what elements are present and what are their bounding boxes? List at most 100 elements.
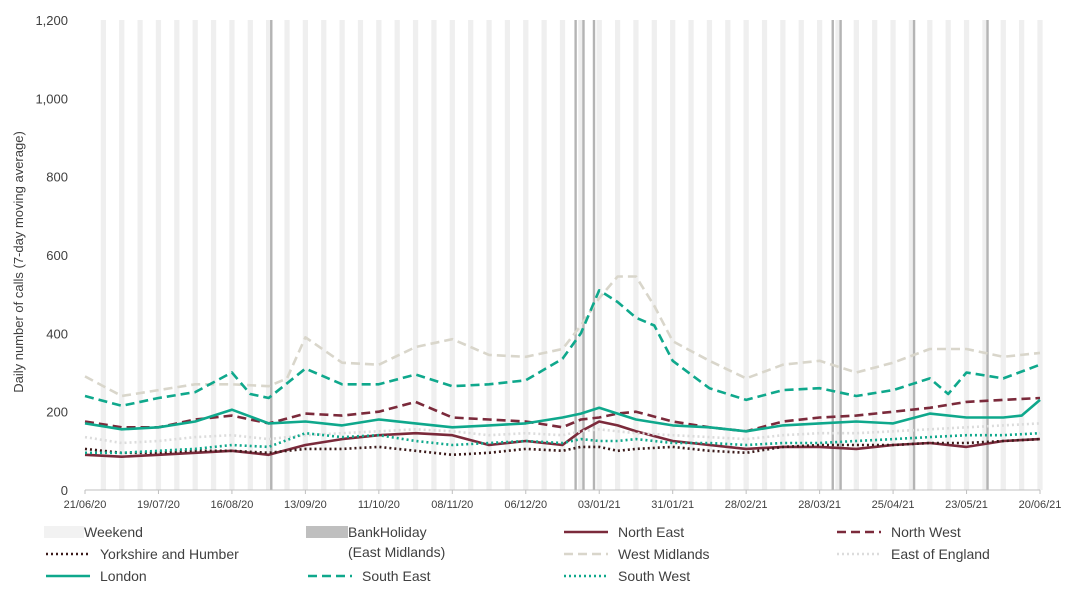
weekend-band [816, 20, 823, 490]
x-tick-label: 11/10/20 [358, 499, 400, 511]
weekend-band [449, 20, 455, 490]
weekend-band [688, 20, 694, 490]
x-tick-label: 31/01/21 [651, 499, 694, 511]
series-line-north-west [84, 396, 1041, 433]
legend-swatch [46, 574, 90, 578]
weekend-band [853, 20, 859, 490]
series-lines [84, 275, 1041, 459]
legend-swatch [564, 552, 608, 556]
legend-swatch [837, 552, 881, 556]
weekend-band [266, 20, 272, 490]
y-tick-label: 1,000 [35, 91, 68, 106]
weekend-band [1019, 20, 1025, 490]
weekend-band [798, 20, 804, 490]
weekend-band [890, 20, 896, 490]
x-tick-label: 21/06/20 [64, 499, 107, 511]
legend-label: North West [891, 524, 961, 540]
x-tick-label: 13/09/20 [284, 499, 327, 511]
legend-label: Yorkshire and Humber [100, 546, 239, 562]
weekend-band [559, 20, 566, 490]
weekend-band [927, 20, 933, 490]
legend: Weekend BankHoliday (East Midlands) Nort… [0, 518, 1072, 600]
legend-label: (East Midlands) [348, 544, 446, 560]
x-tick-label: 08/11/20 [431, 499, 473, 511]
legend-label: South East [362, 568, 431, 584]
bank-holiday-line [912, 20, 916, 490]
y-axis-label: Daily number of calls (7-day moving aver… [11, 131, 26, 393]
legend-label: BankHoliday [348, 524, 427, 540]
weekend-band [339, 20, 345, 490]
weekend-band [137, 20, 143, 490]
series-line-south-west [85, 431, 1041, 455]
weekend-band [651, 20, 657, 490]
weekend-band [670, 20, 676, 490]
axes: 0 200 400 600 800 1,000 1,200 21/06/20 19/07/20 1… [35, 13, 1061, 511]
weekend-band [908, 20, 915, 490]
weekend-band [376, 20, 382, 490]
weekend-band [633, 20, 639, 490]
weekend-bands [100, 20, 1043, 490]
weekend-band [835, 20, 841, 490]
legend-swatch [837, 530, 881, 534]
bank-holiday-line [582, 20, 585, 490]
series-line-south-east [84, 288, 1041, 408]
legend-swatch [46, 552, 90, 556]
bank-holiday-line [986, 20, 989, 490]
x-tick-label: 20/06/21 [1019, 499, 1062, 511]
weekend-band [431, 20, 437, 490]
weekend-band [1037, 20, 1043, 490]
legend-label: South West [618, 568, 691, 584]
weekend-band [394, 20, 400, 490]
legend-swatch-bank-holiday [306, 526, 348, 538]
weekend-band [614, 20, 621, 490]
series-line-west-midlands [84, 275, 1041, 398]
y-tick-label: 0 [61, 483, 68, 498]
weekend-band [578, 20, 584, 490]
bank-holiday-line [831, 20, 834, 490]
series-line-north-east [84, 420, 1041, 459]
legend-label: West Midlands [618, 546, 710, 562]
y-tick-label: 1,200 [35, 13, 68, 28]
weekend-band [357, 20, 364, 490]
weekend-band [963, 20, 970, 490]
legend-label: London [100, 568, 147, 584]
legend-label: Weekend [84, 524, 143, 540]
weekend-band [982, 20, 988, 490]
x-tick-label: 25/04/21 [872, 499, 915, 511]
x-tick-label: 06/12/20 [504, 499, 547, 511]
weekend-band [780, 20, 786, 490]
y-tick-label: 200 [46, 405, 68, 420]
weekend-band [504, 20, 511, 490]
weekend-band [1000, 20, 1006, 490]
y-tick-label: 800 [46, 170, 68, 185]
line-chart: 0 200 400 600 800 1,000 1,200 21/06/20 19/07/20 1… [11, 13, 1061, 511]
weekend-band [486, 20, 492, 490]
weekend-band [468, 20, 474, 490]
weekend-band [596, 20, 602, 490]
weekend-band [761, 20, 768, 490]
series-line-yorkshire-and-humber [84, 437, 1041, 457]
x-tick-label: 23/05/21 [945, 499, 988, 511]
legend-label: East of England [891, 546, 990, 562]
weekend-band [412, 20, 419, 490]
bank-holiday-line [592, 20, 596, 490]
legend-swatch [564, 530, 608, 534]
x-tick-label: 19/07/20 [137, 499, 180, 511]
x-tick-label: 28/02/21 [725, 499, 768, 511]
x-tick-label: 03/01/21 [578, 499, 621, 511]
bank-holiday-line [839, 20, 842, 490]
weekend-band [155, 20, 162, 490]
bank-holiday-line [574, 20, 577, 490]
bank-holiday-line [270, 20, 273, 490]
series-line-london [84, 398, 1041, 433]
x-tick-label: 16/08/20 [211, 499, 254, 511]
weekend-band [100, 20, 106, 490]
weekend-band [523, 20, 529, 490]
weekend-band [725, 20, 731, 490]
weekend-band [706, 20, 713, 490]
series-line-east-of-england [84, 422, 1041, 445]
bank-holiday-lines [270, 20, 989, 490]
weekend-band [541, 20, 547, 490]
weekend-band [872, 20, 878, 490]
legend-swatch [564, 574, 608, 578]
